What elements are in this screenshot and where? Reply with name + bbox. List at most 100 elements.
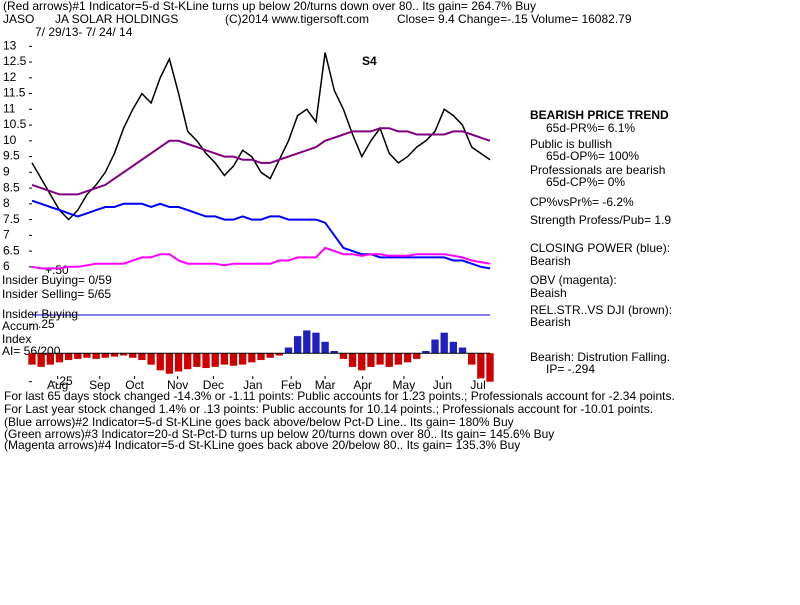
accum-bar bbox=[156, 353, 164, 371]
date-range: 7/ 29/13- 7/ 24/ 14 bbox=[35, 25, 133, 39]
right-panel-text: OBV (magenta): bbox=[530, 273, 617, 287]
series-line bbox=[31, 52, 491, 221]
accum-bar bbox=[46, 353, 54, 365]
accum-bar bbox=[422, 350, 430, 354]
right-panel-text: Strength Profess/Pub= 1.9 bbox=[530, 213, 671, 227]
signal-line: (Red arrows)#1 Indicator=5-d St-KLine tu… bbox=[3, 0, 536, 13]
y-tick-label: .25 bbox=[38, 317, 55, 331]
accum-bar bbox=[321, 341, 329, 354]
accum-bar bbox=[193, 353, 201, 367]
accum-bar bbox=[248, 353, 256, 363]
symbol: JASO bbox=[3, 12, 34, 26]
accum-bar bbox=[211, 353, 219, 367]
accum-bar bbox=[64, 353, 73, 361]
series-line bbox=[31, 127, 491, 196]
accum-bar bbox=[477, 353, 485, 379]
accum-bar bbox=[284, 347, 293, 354]
y-tick-label: 12.5 bbox=[3, 54, 27, 68]
series-line bbox=[31, 199, 491, 270]
y-tick-label: 11.5 bbox=[3, 86, 26, 100]
accum-bar bbox=[440, 332, 448, 354]
accum-bar bbox=[449, 341, 458, 354]
left-label: Insider Selling= 5/65 bbox=[2, 287, 111, 301]
right-panel-text: 65d-PR%= 6.1% bbox=[546, 121, 635, 135]
left-label: Insider Buying= 0/59 bbox=[2, 273, 112, 287]
x-tick-label: Jan bbox=[243, 378, 262, 392]
accum-bar bbox=[367, 353, 375, 367]
accum-bar bbox=[413, 353, 421, 359]
x-tick-label: Oct bbox=[125, 378, 144, 392]
right-panel-text: Public is bullish bbox=[530, 137, 612, 151]
accum-bar bbox=[119, 353, 128, 356]
right-panel-text: REL.STR..VS DJI (brown): bbox=[530, 303, 672, 317]
accum-bar bbox=[458, 347, 467, 354]
y-tick-label: 11 bbox=[3, 101, 16, 115]
right-panel-text: 65d-CP%= 0% bbox=[546, 175, 625, 189]
x-tick-label: Jun bbox=[433, 378, 452, 392]
quote: Close= 9.4 Change=-.15 Volume= 16082.79 bbox=[397, 12, 632, 26]
right-panel-text: Bearish: Distrution Falling. bbox=[530, 350, 670, 364]
x-tick-label: Dec bbox=[203, 378, 224, 392]
accum-bar bbox=[147, 353, 155, 365]
right-panel-text: Bearish bbox=[530, 315, 571, 329]
y-tick-label: 7 bbox=[3, 228, 10, 242]
accum-bar bbox=[220, 353, 229, 365]
x-tick-label: Mar bbox=[315, 378, 336, 392]
x-tick-label: Nov bbox=[167, 378, 188, 392]
x-tick-label: May bbox=[393, 378, 416, 392]
accum-bar bbox=[431, 339, 439, 354]
footer-line: (Magenta arrows)#4 Indicator=5-d St-KLin… bbox=[4, 438, 520, 452]
accum-bar bbox=[266, 353, 274, 358]
left-label: +.50 bbox=[45, 263, 69, 277]
accum-bar bbox=[293, 336, 302, 354]
accum-bar bbox=[174, 353, 183, 372]
accum-bar bbox=[55, 353, 64, 363]
footer-line: For last 65 days stock changed -14.3% or… bbox=[4, 389, 675, 403]
right-panel-text: Beaish bbox=[530, 286, 567, 300]
y-tick-label: 6.5 bbox=[3, 243, 20, 257]
right-panel-text: Professionals are bearish bbox=[530, 163, 665, 177]
accum-bar bbox=[312, 332, 320, 354]
right-panel-text: Bearish bbox=[530, 254, 571, 268]
x-tick-label: Sep bbox=[89, 378, 111, 392]
accum-bar bbox=[339, 353, 348, 359]
accum-bar bbox=[468, 353, 476, 365]
footer-line: (Green arrows)#3 Indicator=20-d St-Pct-D… bbox=[4, 427, 554, 441]
x-tick-label: Jul bbox=[470, 378, 485, 392]
company: JA SOLAR HOLDINGS bbox=[55, 12, 178, 26]
y-tick-label: 10.5 bbox=[3, 117, 27, 131]
accum-bar bbox=[376, 353, 384, 365]
footer-line: For Last year stock changed 1.4% or .13 … bbox=[4, 402, 653, 416]
x-tick-label: Apr bbox=[353, 378, 372, 392]
y-tick-label: 6 bbox=[3, 259, 10, 273]
y-tick-label: 12 bbox=[3, 70, 17, 84]
x-tick-label: Feb bbox=[281, 378, 302, 392]
right-panel-text: CP%vsPr%= -6.2% bbox=[530, 195, 634, 209]
accum-bar bbox=[165, 353, 174, 374]
accum-bar bbox=[74, 353, 82, 359]
accum-bar bbox=[385, 353, 393, 367]
annotation: S4 bbox=[362, 54, 377, 68]
right-panel-text: BEARISH PRICE TREND bbox=[530, 108, 669, 122]
series-line bbox=[31, 246, 491, 270]
y-tick-label: 8.5 bbox=[3, 180, 20, 194]
y-tick-label: 10 bbox=[3, 133, 17, 147]
accum-bar bbox=[101, 353, 109, 358]
accum-bar bbox=[303, 330, 311, 354]
accum-bar bbox=[92, 353, 100, 359]
accum-bar bbox=[239, 353, 247, 365]
accum-bar bbox=[37, 353, 45, 367]
accum-bar bbox=[28, 353, 36, 365]
accum-bar bbox=[275, 353, 283, 356]
x-tick-label: Aug bbox=[47, 378, 68, 392]
accum-bar bbox=[138, 353, 146, 361]
accum-bar bbox=[129, 353, 137, 358]
left-label: Accum bbox=[2, 319, 39, 333]
left-label: Insider Buying bbox=[2, 307, 78, 321]
copyright: (C)2014 www.tigersoft.com bbox=[225, 12, 369, 26]
accum-bar bbox=[83, 353, 91, 358]
accum-bar bbox=[330, 350, 338, 354]
accum-bar bbox=[110, 353, 119, 357]
